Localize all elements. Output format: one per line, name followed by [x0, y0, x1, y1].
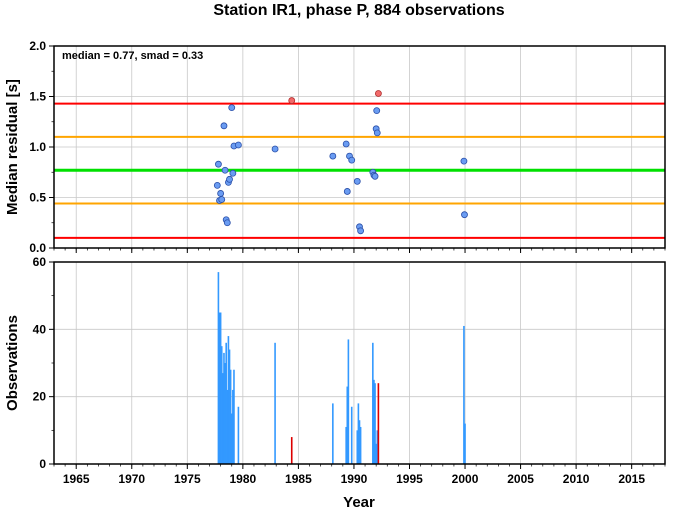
observation-bar-29 — [374, 383, 376, 464]
top-y-ticks: 0.0 0.5 1.0 1.5 2.0 — [29, 39, 54, 255]
residual-point-19 — [343, 188, 351, 195]
x-tick-label-2015: 2015 — [618, 472, 645, 486]
x-tick-label-1970: 1970 — [118, 472, 145, 486]
observation-bar-28 — [373, 379, 375, 464]
observation-bar-34 — [464, 423, 466, 464]
x-tick-label-1995: 1995 — [396, 472, 423, 486]
observation-bar-30 — [375, 443, 377, 464]
x-axis-label: Year — [343, 494, 375, 511]
outlier-bar-17 — [290, 437, 293, 464]
bottom-y-tick-label-60: 60 — [33, 255, 47, 269]
observation-bar-27 — [372, 342, 374, 464]
outlier-point-31 — [374, 90, 382, 97]
observation-bar-31 — [376, 430, 379, 464]
residual-point-10 — [226, 175, 233, 183]
observation-bar-13 — [232, 389, 234, 464]
top-y-tick-label-2: 2.0 — [29, 39, 46, 53]
bottom-y-axis-label: Observations — [4, 315, 21, 411]
observation-bar-12 — [230, 413, 233, 464]
x-tick-label-1975: 1975 — [174, 472, 201, 486]
observation-bar-16 — [274, 342, 276, 464]
x-tick-label-1980: 1980 — [230, 472, 257, 486]
bottom-y-tick-label-0: 0 — [39, 457, 46, 471]
bottom-panel: 0 20 40 60 1965 1970 1975 1980 1985 1990 1995 2000… — [4, 255, 666, 486]
observation-bar-33 — [463, 325, 465, 464]
x-tick-label-1990: 1990 — [341, 472, 368, 486]
observation-bar-10 — [228, 349, 231, 464]
residual-point-0 — [213, 181, 221, 189]
bottom-y-tick-label-20: 20 — [33, 390, 47, 404]
top-y-tick-label-0.5: 0.5 — [29, 191, 46, 205]
top-y-tick-label-0: 0.0 — [29, 241, 46, 255]
chart-title: Station IR1, phase P, 884 observations — [213, 2, 504, 19]
observation-bar-2 — [219, 312, 222, 464]
observation-bar-22 — [350, 406, 353, 464]
observation-bar-11 — [229, 369, 232, 464]
residual-point-8 — [223, 219, 231, 227]
observation-bar-18 — [332, 403, 334, 464]
residual-point-15 — [271, 145, 279, 153]
residual-point-1 — [215, 160, 222, 168]
residual-point-11 — [228, 104, 236, 112]
residual-point-5 — [220, 122, 228, 130]
observation-bar-23 — [356, 430, 359, 464]
observation-bar-3 — [220, 346, 223, 464]
outlier-bar-32 — [377, 383, 380, 464]
residual-point-24 — [357, 227, 365, 235]
top-x-ticks — [53, 248, 666, 253]
residual-point-3 — [217, 190, 225, 197]
observation-bar-26 — [359, 426, 362, 464]
bottom-bars — [217, 272, 466, 464]
residual-point-12 — [229, 169, 237, 177]
observation-bar-6 — [224, 363, 226, 464]
observation-bar-24 — [357, 403, 360, 464]
observation-bar-21 — [347, 339, 350, 464]
bottom-grid — [54, 262, 665, 464]
residual-point-33 — [461, 211, 468, 219]
observation-bar-5 — [223, 352, 225, 464]
top-annotation: median = 0.77, smad = 0.33 — [62, 50, 203, 62]
top-y-tick-label-1: 1.0 — [29, 140, 46, 154]
observation-bar-8 — [226, 389, 229, 464]
residual-point-17 — [329, 152, 337, 160]
top-y-tick-label-1.5: 1.5 — [29, 90, 46, 104]
residual-point-14 — [235, 141, 242, 149]
residual-point-22 — [353, 177, 361, 185]
x-tick-label-2000: 2000 — [452, 472, 479, 486]
observation-bar-4 — [222, 373, 224, 464]
residual-point-6 — [221, 166, 229, 174]
observation-bar-19 — [345, 426, 347, 464]
residual-point-30 — [373, 129, 381, 137]
top-scatter-points — [213, 90, 468, 235]
bottom-y-ticks: 0 20 40 60 — [33, 255, 54, 471]
x-tick-label-2005: 2005 — [507, 472, 534, 486]
observation-bar-0 — [217, 272, 220, 464]
bottom-y-tick-label-40: 40 — [33, 322, 47, 336]
top-grid — [54, 46, 665, 248]
observation-bar-14 — [233, 369, 235, 464]
x-tick-label-1985: 1985 — [285, 472, 312, 486]
bottom-x-ticks: 1965 1970 1975 1980 1985 1990 1995 2000 2005 2010… — [53, 464, 666, 486]
observation-bar-20 — [346, 386, 349, 464]
residual-point-29 — [373, 107, 381, 115]
observation-bar-1 — [218, 312, 221, 464]
observation-bar-15 — [237, 406, 240, 464]
residual-point-4 — [218, 196, 226, 203]
outlier-point-16 — [288, 97, 296, 104]
top-reference-lines — [54, 102, 665, 239]
top-y-axis-label: Median residual [s] — [4, 79, 21, 215]
residual-point-21 — [348, 156, 356, 164]
observation-bar-7 — [225, 342, 227, 464]
x-tick-label-2010: 2010 — [563, 472, 590, 486]
residual-point-18 — [342, 140, 350, 148]
residual-point-32 — [460, 157, 468, 165]
observation-bar-25 — [358, 420, 361, 464]
observation-bar-9 — [227, 336, 230, 464]
x-tick-label-1965: 1965 — [63, 472, 90, 486]
top-panel: 0.0 0.5 1.0 1.5 2.0 median = 0.77, smad = 0.… — [4, 39, 666, 255]
residual-point-27 — [371, 172, 379, 180]
